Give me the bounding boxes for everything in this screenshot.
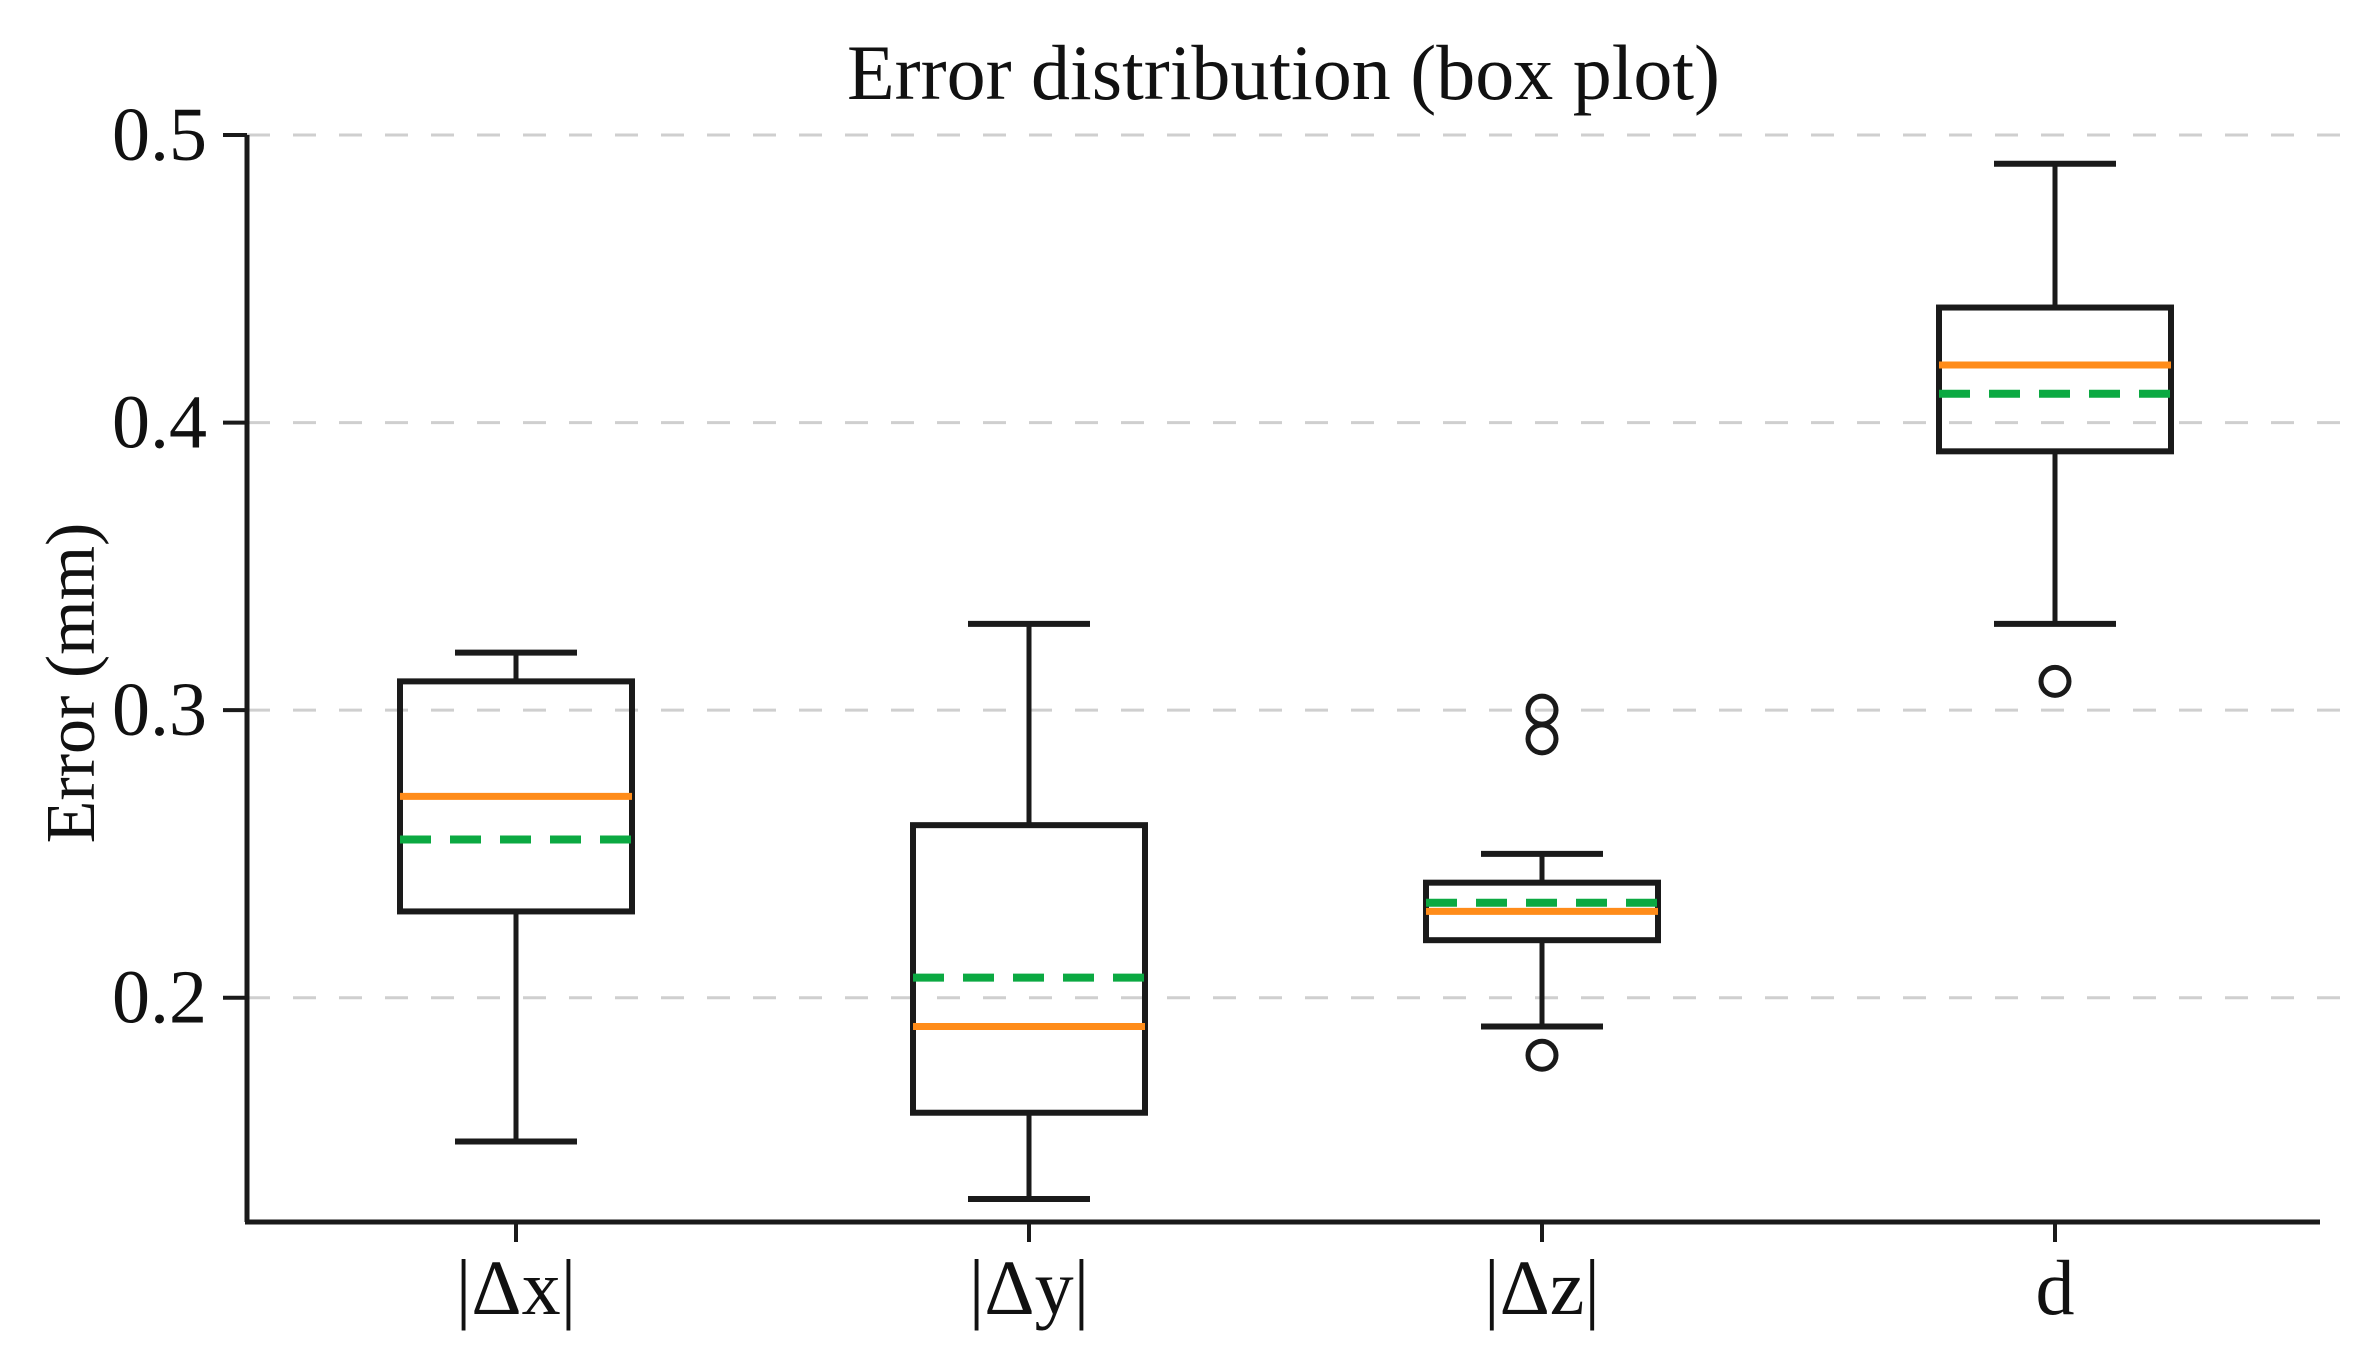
- outlier-marker: [2038, 664, 2072, 698]
- y-tick-label: 0.5: [112, 93, 207, 177]
- iqr-box: [1936, 304, 2174, 455]
- x-tick-label: |Δy|: [969, 1244, 1089, 1331]
- x-tick-label: d: [2036, 1244, 2075, 1331]
- y-tick-label: 0.2: [112, 956, 207, 1040]
- x-tick-label: |Δz|: [1484, 1244, 1600, 1331]
- x-tick-label: |Δx|: [456, 1244, 576, 1331]
- y-tick-label: 0.3: [112, 668, 207, 752]
- iqr-box: [910, 822, 1148, 1116]
- outlier-marker: [1525, 722, 1559, 756]
- y-axis-title: Error (mm): [33, 522, 110, 844]
- outlier-marker: [1525, 693, 1559, 727]
- outlier-marker: [1525, 1038, 1559, 1072]
- y-tick-label: 0.4: [112, 381, 207, 465]
- chart-title: Error distribution (box plot): [846, 29, 1721, 116]
